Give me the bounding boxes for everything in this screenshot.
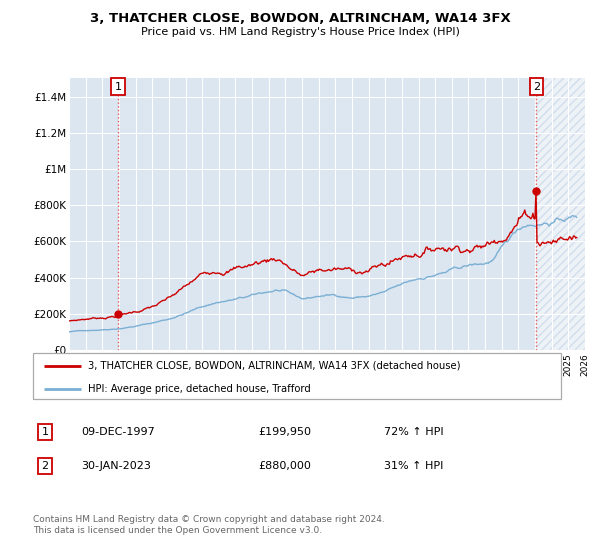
Text: This data is licensed under the Open Government Licence v3.0.: This data is licensed under the Open Gov… (33, 526, 322, 535)
Text: Contains HM Land Registry data © Crown copyright and database right 2024.: Contains HM Land Registry data © Crown c… (33, 515, 385, 524)
Text: 3, THATCHER CLOSE, BOWDON, ALTRINCHAM, WA14 3FX (detached house): 3, THATCHER CLOSE, BOWDON, ALTRINCHAM, W… (88, 361, 461, 371)
Bar (536, 78, 585, 350)
Text: 1: 1 (41, 427, 49, 437)
Text: 2: 2 (41, 461, 49, 471)
Text: Price paid vs. HM Land Registry's House Price Index (HPI): Price paid vs. HM Land Registry's House … (140, 27, 460, 37)
Text: 3, THATCHER CLOSE, BOWDON, ALTRINCHAM, WA14 3FX: 3, THATCHER CLOSE, BOWDON, ALTRINCHAM, W… (89, 12, 511, 25)
Text: 30-JAN-2023: 30-JAN-2023 (81, 461, 151, 471)
Text: 09-DEC-1997: 09-DEC-1997 (81, 427, 155, 437)
Text: HPI: Average price, detached house, Trafford: HPI: Average price, detached house, Traf… (88, 384, 311, 394)
Bar (536, 78, 585, 350)
Text: 2: 2 (533, 82, 540, 91)
Text: £880,000: £880,000 (258, 461, 311, 471)
Text: 31% ↑ HPI: 31% ↑ HPI (384, 461, 443, 471)
Text: 1: 1 (115, 82, 121, 91)
Text: £199,950: £199,950 (258, 427, 311, 437)
Text: 72% ↑ HPI: 72% ↑ HPI (384, 427, 443, 437)
